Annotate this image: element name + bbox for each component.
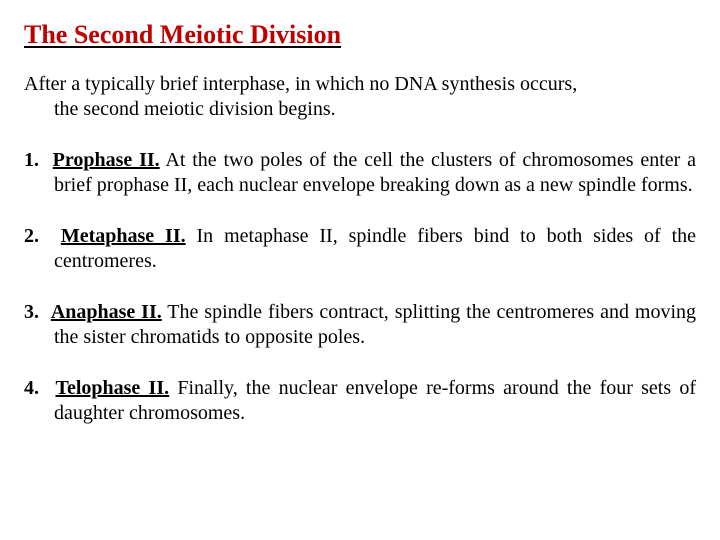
intro-paragraph: After a typically brief interphase, in w… <box>24 72 696 122</box>
intro-text-line2: the second meiotic division begins. <box>24 97 696 122</box>
phase-item-telophase: 4. Telophase II. Finally, the nuclear en… <box>24 376 696 426</box>
phase-item-anaphase: 3. Anaphase II. The spindle fibers contr… <box>24 300 696 350</box>
phase-number: 2. <box>24 225 39 247</box>
page-title: The Second Meiotic Division <box>24 20 696 50</box>
phase-name: Anaphase II. <box>51 301 162 323</box>
phase-number: 4. <box>24 377 39 399</box>
phase-name: Prophase II. <box>53 149 160 171</box>
phase-item-metaphase: 2. Metaphase II. In metaphase II, spindl… <box>24 224 696 274</box>
phase-item-prophase: 1. Prophase II. At the two poles of the … <box>24 148 696 198</box>
phase-list: 1. Prophase II. At the two poles of the … <box>24 148 696 426</box>
phase-number: 3. <box>24 301 39 323</box>
intro-text: After a typically brief interphase, in w… <box>24 73 577 95</box>
phase-name: Telophase II. <box>55 377 169 399</box>
phase-name: Metaphase II. <box>61 225 186 247</box>
phase-number: 1. <box>24 149 39 171</box>
